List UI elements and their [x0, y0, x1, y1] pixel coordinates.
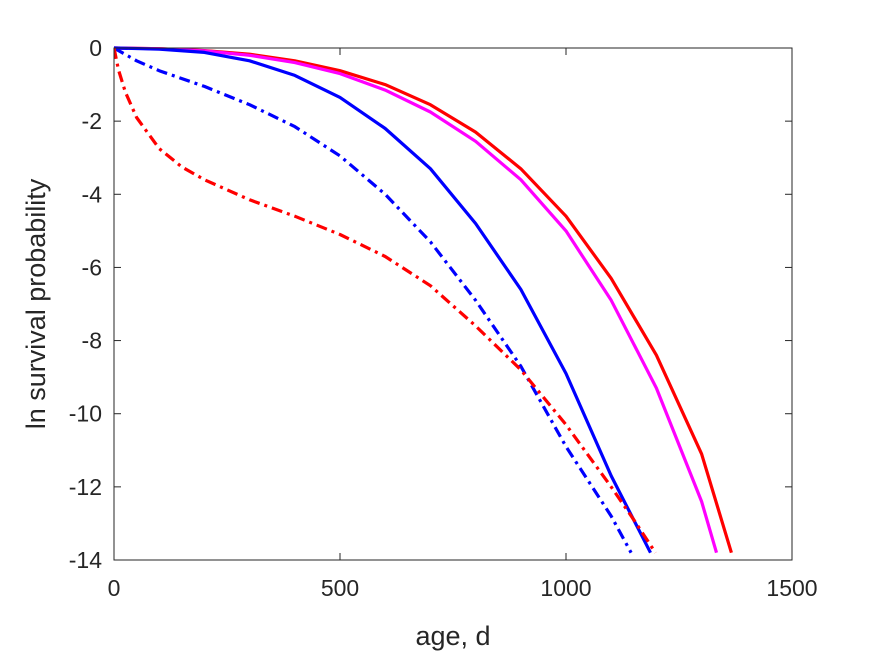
y-tick-label: -4	[82, 181, 103, 207]
y-tick-label: -10	[69, 401, 102, 427]
series-line-2	[114, 46, 719, 554]
axes-layer	[113, 47, 793, 561]
plot-background	[114, 48, 792, 560]
y-tick-label: -2	[82, 108, 102, 134]
plot-area	[114, 48, 792, 560]
x-tick-label: 0	[108, 575, 121, 601]
axes-box	[113, 47, 793, 561]
y-tick-label: 0	[89, 35, 102, 61]
x-tick-label: 1500	[766, 575, 817, 601]
y-tick-label: -6	[82, 254, 102, 280]
x-tick-label: 1000	[540, 575, 591, 601]
y-axis-label: ln survival probability	[21, 178, 51, 429]
y-tick-labels: 0 -2 -4 -6 -8 -10 -12 -14	[69, 35, 102, 573]
y-tick-label: -8	[82, 328, 102, 354]
y-tick-label: -12	[69, 474, 102, 500]
x-axis-label: age, d	[415, 621, 490, 651]
series-line-5	[114, 47, 657, 554]
y-tick-label: -14	[69, 547, 102, 573]
series-layer	[114, 46, 733, 554]
series-line-4	[114, 46, 633, 554]
series-line-3	[114, 46, 652, 554]
x-tick-label: 500	[321, 575, 359, 601]
x-tick-labels: 0 500 1000 1500	[108, 575, 818, 601]
